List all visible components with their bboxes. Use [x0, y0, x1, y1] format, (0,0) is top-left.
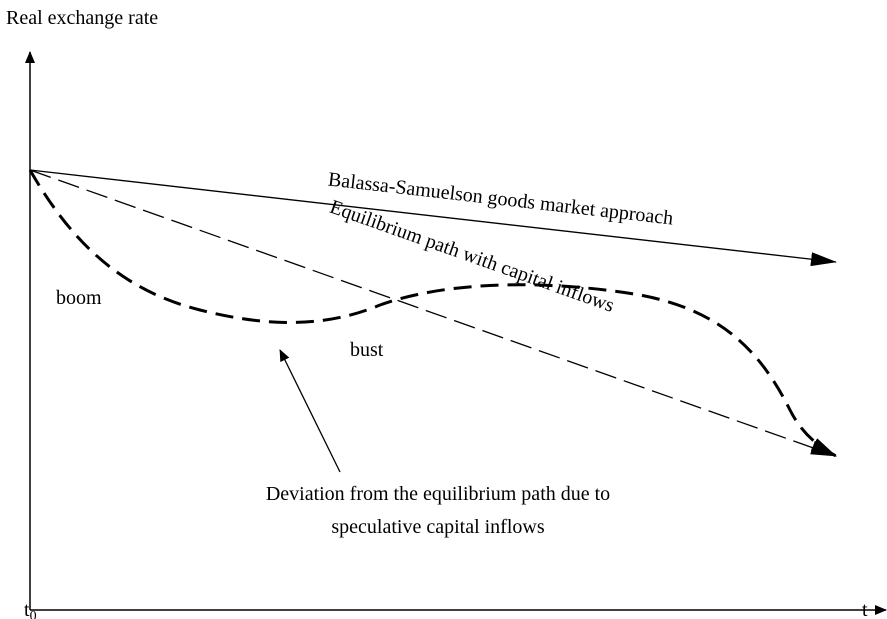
- pointer-arrow: [279, 349, 341, 473]
- boom-label: boom: [56, 287, 102, 309]
- origin-label: t0: [24, 599, 37, 619]
- origin-t: t: [24, 599, 30, 619]
- origin-subscript: 0: [30, 609, 37, 619]
- x-axis-label: t: [862, 599, 868, 619]
- equilibrium-line: [29, 169, 837, 457]
- deviation-label-1: Deviation from the equilibrium path due …: [266, 483, 610, 505]
- balassa-line: [29, 169, 837, 267]
- bust-label: bust: [350, 339, 384, 361]
- deviation-curve: [28, 169, 837, 458]
- deviation-label-2: speculative capital inflows: [331, 516, 544, 538]
- y-axis-label: Real exchange rate: [6, 7, 158, 29]
